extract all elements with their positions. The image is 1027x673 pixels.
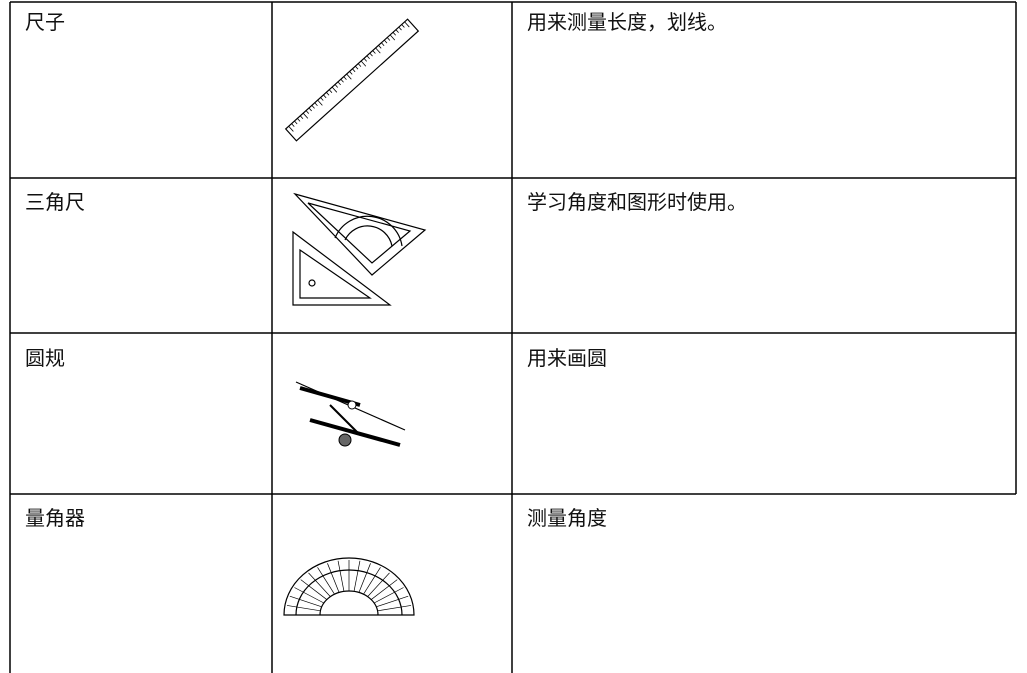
icon-detail bbox=[328, 89, 333, 93]
icon-detail bbox=[381, 42, 385, 46]
icon-detail bbox=[299, 115, 304, 120]
icon-detail bbox=[337, 560, 345, 592]
icon-detail bbox=[358, 563, 371, 593]
icon-detail bbox=[302, 112, 309, 119]
icon-detail bbox=[367, 572, 390, 597]
icon-detail bbox=[288, 125, 294, 132]
icon-detail bbox=[363, 567, 381, 595]
set-square-icon bbox=[292, 192, 427, 306]
icon-detail bbox=[337, 81, 341, 86]
icon-detail bbox=[395, 29, 399, 33]
icon-detail bbox=[377, 605, 412, 612]
icon-detail bbox=[360, 60, 367, 67]
icon-detail bbox=[375, 47, 381, 54]
icon-detail bbox=[363, 58, 368, 62]
protractor-icon bbox=[283, 557, 415, 616]
icon-detail bbox=[317, 567, 335, 595]
item-description: 用来测量长度，划线。 bbox=[527, 10, 727, 34]
icon-detail bbox=[326, 92, 330, 96]
icon-detail bbox=[378, 45, 382, 49]
ruler-icon bbox=[284, 18, 420, 142]
icon-detail bbox=[291, 123, 295, 127]
icon-detail bbox=[300, 579, 327, 600]
icon-detail bbox=[376, 595, 409, 608]
icon-detail bbox=[392, 32, 396, 36]
icon-detail bbox=[331, 86, 338, 93]
icon-detail bbox=[401, 24, 405, 28]
item-description: 学习角度和图形时使用。 bbox=[527, 190, 747, 214]
icon-detail bbox=[334, 84, 339, 88]
icon-detail bbox=[353, 560, 361, 592]
icon-detail bbox=[389, 34, 396, 41]
icon-detail bbox=[294, 587, 325, 604]
icon-detail bbox=[372, 50, 376, 54]
icon-detail bbox=[311, 105, 315, 109]
icon-detail bbox=[294, 120, 298, 125]
icon-detail bbox=[323, 94, 327, 99]
icon-detail bbox=[297, 118, 301, 122]
icon-detail bbox=[317, 99, 323, 106]
icon-detail bbox=[355, 65, 359, 70]
item-description: 用来画圆 bbox=[527, 346, 607, 370]
icon-detail bbox=[327, 563, 340, 593]
icon-detail bbox=[286, 605, 321, 612]
icon-detail bbox=[398, 26, 402, 31]
item-name: 圆规 bbox=[25, 346, 65, 370]
item-description: 测量角度 bbox=[527, 506, 607, 530]
icon-detail bbox=[289, 595, 322, 608]
item-name: 三角尺 bbox=[25, 190, 85, 214]
compass-icon bbox=[295, 381, 406, 447]
item-name: 尺子 bbox=[25, 10, 65, 34]
icon-detail bbox=[371, 579, 398, 600]
icon-detail bbox=[404, 21, 410, 28]
icon-detail bbox=[320, 97, 324, 101]
icon-detail bbox=[366, 55, 370, 60]
icon-detail bbox=[308, 572, 331, 597]
icon-detail bbox=[340, 79, 344, 83]
icon-detail bbox=[305, 110, 310, 114]
icon-detail bbox=[349, 71, 353, 75]
icon-detail bbox=[369, 52, 373, 57]
icon-detail bbox=[386, 37, 391, 41]
item-name: 量角器 bbox=[25, 506, 85, 530]
icon-detail bbox=[308, 107, 312, 112]
icon-detail bbox=[314, 102, 318, 107]
icon-detail bbox=[384, 39, 388, 44]
icon-detail bbox=[352, 68, 356, 73]
icon-detail bbox=[346, 73, 352, 80]
icon-detail bbox=[357, 63, 362, 67]
icon-detail bbox=[373, 587, 404, 604]
icon-detail bbox=[343, 76, 347, 80]
